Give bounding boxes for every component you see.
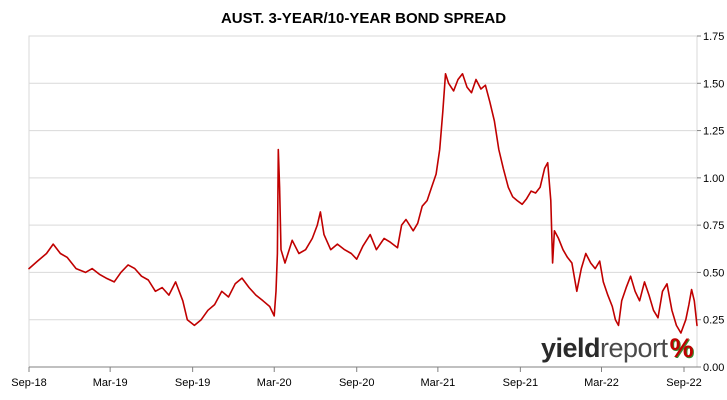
yieldreport-logo: yield report % — [541, 333, 694, 365]
y-tick-label: 1.25 — [703, 126, 724, 138]
x-tick-label: Mar-20 — [257, 377, 292, 389]
grid-layer — [29, 35, 697, 321]
x-tick-label: Sep-18 — [11, 377, 46, 389]
plot-area-border — [28, 35, 698, 368]
logo-percent-icon: % — [669, 333, 694, 363]
label-layer: 0.00 0.25 0.50 0.75 1.00 1.25 1.50 1.75 Sep-18 Ma… — [11, 31, 724, 389]
y-tick-label: 1.50 — [703, 78, 724, 90]
x-tick-label: Mar-21 — [420, 377, 455, 389]
axis-layer — [28, 35, 701, 372]
x-tick-label: Mar-22 — [584, 377, 619, 389]
x-tick-label: Sep-20 — [339, 377, 374, 389]
y-tick-label: 0.00 — [703, 362, 724, 374]
y-tick-label: 0.75 — [703, 220, 724, 232]
y-tick-label: 0.50 — [703, 267, 724, 279]
x-tick-label: Sep-19 — [175, 377, 210, 389]
logo-yield-text: yield — [541, 333, 601, 363]
x-tick-label: Sep-21 — [503, 377, 538, 389]
y-tick-label: 1.75 — [703, 31, 724, 43]
logo-report-text: report — [600, 333, 668, 363]
x-tick-label: Mar-19 — [93, 377, 128, 389]
x-tick-label: Sep-22 — [666, 377, 701, 389]
series-line — [28, 73, 698, 334]
y-tick-label: 0.25 — [703, 315, 724, 327]
chart-title: AUST. 3-YEAR/10-YEAR BOND SPREAD — [220, 10, 507, 27]
series-layer — [28, 73, 698, 334]
y-tick-label: 1.00 — [703, 173, 724, 185]
